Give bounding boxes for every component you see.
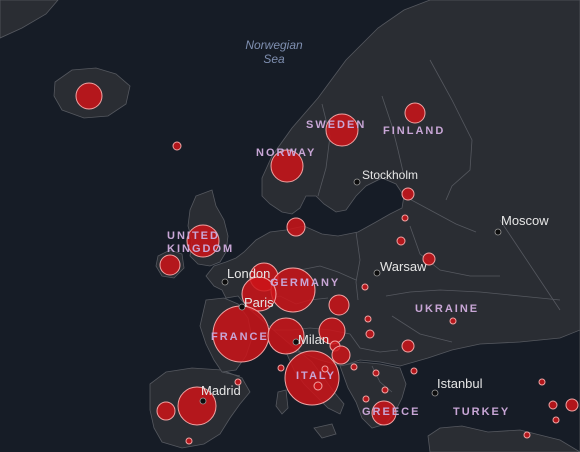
bubble-germany[interactable]: [270, 267, 316, 313]
bubble-portugal[interactable]: [156, 401, 176, 421]
sardinia-land: [275, 389, 289, 415]
bubble-czechia[interactable]: [328, 294, 350, 316]
bubble-uk[interactable]: [186, 224, 220, 258]
border-sweden-finland: [381, 95, 405, 177]
bubble-belgium[interactable]: [241, 276, 277, 312]
bubble-greece[interactable]: [371, 400, 397, 426]
bubble-switzerland[interactable]: [267, 317, 305, 355]
city-dot-milan: [292, 338, 300, 346]
greenland-land: [0, 0, 59, 39]
bubble-croatia[interactable]: [331, 345, 351, 365]
border-czech: [299, 265, 357, 281]
bubble-slovakia[interactable]: [364, 315, 372, 323]
bubble-rome[interactable]: [313, 381, 323, 391]
border-baltics: [403, 195, 477, 233]
city-dot-layer: [199, 178, 502, 405]
bubble-poland[interactable]: [361, 283, 369, 291]
bubble-faroe[interactable]: [172, 141, 182, 151]
bubble-italy[interactable]: [284, 350, 340, 406]
city-dot-moscow: [494, 228, 502, 236]
bubble-iceland[interactable]: [75, 82, 103, 110]
bubble-hungary[interactable]: [365, 329, 375, 339]
bubble-serbia[interactable]: [372, 369, 380, 377]
bubble-sweden[interactable]: [325, 113, 359, 147]
bubble-ukraine[interactable]: [449, 317, 457, 325]
city-dot-stockholm: [353, 178, 361, 186]
bubble-denmark[interactable]: [286, 217, 306, 237]
bubble-layer: [75, 82, 579, 445]
border-germany-poland: [355, 231, 361, 301]
bubble-austria[interactable]: [318, 317, 346, 345]
city-dot-madrid: [199, 397, 207, 405]
bubble-norway[interactable]: [270, 149, 304, 183]
bubble-andorra[interactable]: [234, 378, 242, 386]
bubble-monaco[interactable]: [277, 364, 285, 372]
border-norway-sweden: [317, 103, 331, 197]
bubble-lithuania[interactable]: [396, 236, 406, 246]
bubble-france[interactable]: [212, 305, 270, 363]
bubble-romania[interactable]: [401, 339, 415, 353]
city-dot-istanbul: [431, 389, 439, 397]
bubble-belarus[interactable]: [422, 252, 436, 266]
bubble-albania[interactable]: [362, 395, 370, 403]
bubble-san-marino[interactable]: [321, 365, 329, 373]
bubble-turkey-east[interactable]: [523, 431, 531, 439]
bubble-georgia[interactable]: [538, 378, 546, 386]
border-ukraine-north: [385, 289, 561, 301]
bubble-gibraltar[interactable]: [185, 437, 193, 445]
bubble-azerbaijan[interactable]: [565, 398, 579, 412]
border-hungary: [349, 333, 399, 353]
bubble-spain[interactable]: [177, 386, 217, 426]
border-moldova: [391, 315, 453, 343]
city-dot-paris: [238, 303, 246, 311]
bubble-bulgaria[interactable]: [410, 367, 418, 375]
bubble-finland[interactable]: [404, 102, 426, 124]
city-dot-london: [221, 278, 229, 286]
bubble-latvia[interactable]: [401, 214, 409, 222]
sicily-land: [313, 423, 337, 439]
bubble-caucasus[interactable]: [552, 416, 560, 424]
border-russia-ukraine: [499, 219, 561, 311]
border-france-spain: [221, 371, 241, 377]
bubble-north-macedonia[interactable]: [381, 386, 389, 394]
bubble-armenia[interactable]: [548, 400, 558, 410]
border-finland-russia: [429, 59, 473, 201]
city-dot-warsaw: [373, 269, 381, 277]
bubble-ireland[interactable]: [159, 254, 181, 276]
border-belarus: [409, 225, 500, 277]
bubble-bosnia[interactable]: [350, 363, 358, 371]
bubble-estonia[interactable]: [401, 187, 415, 201]
